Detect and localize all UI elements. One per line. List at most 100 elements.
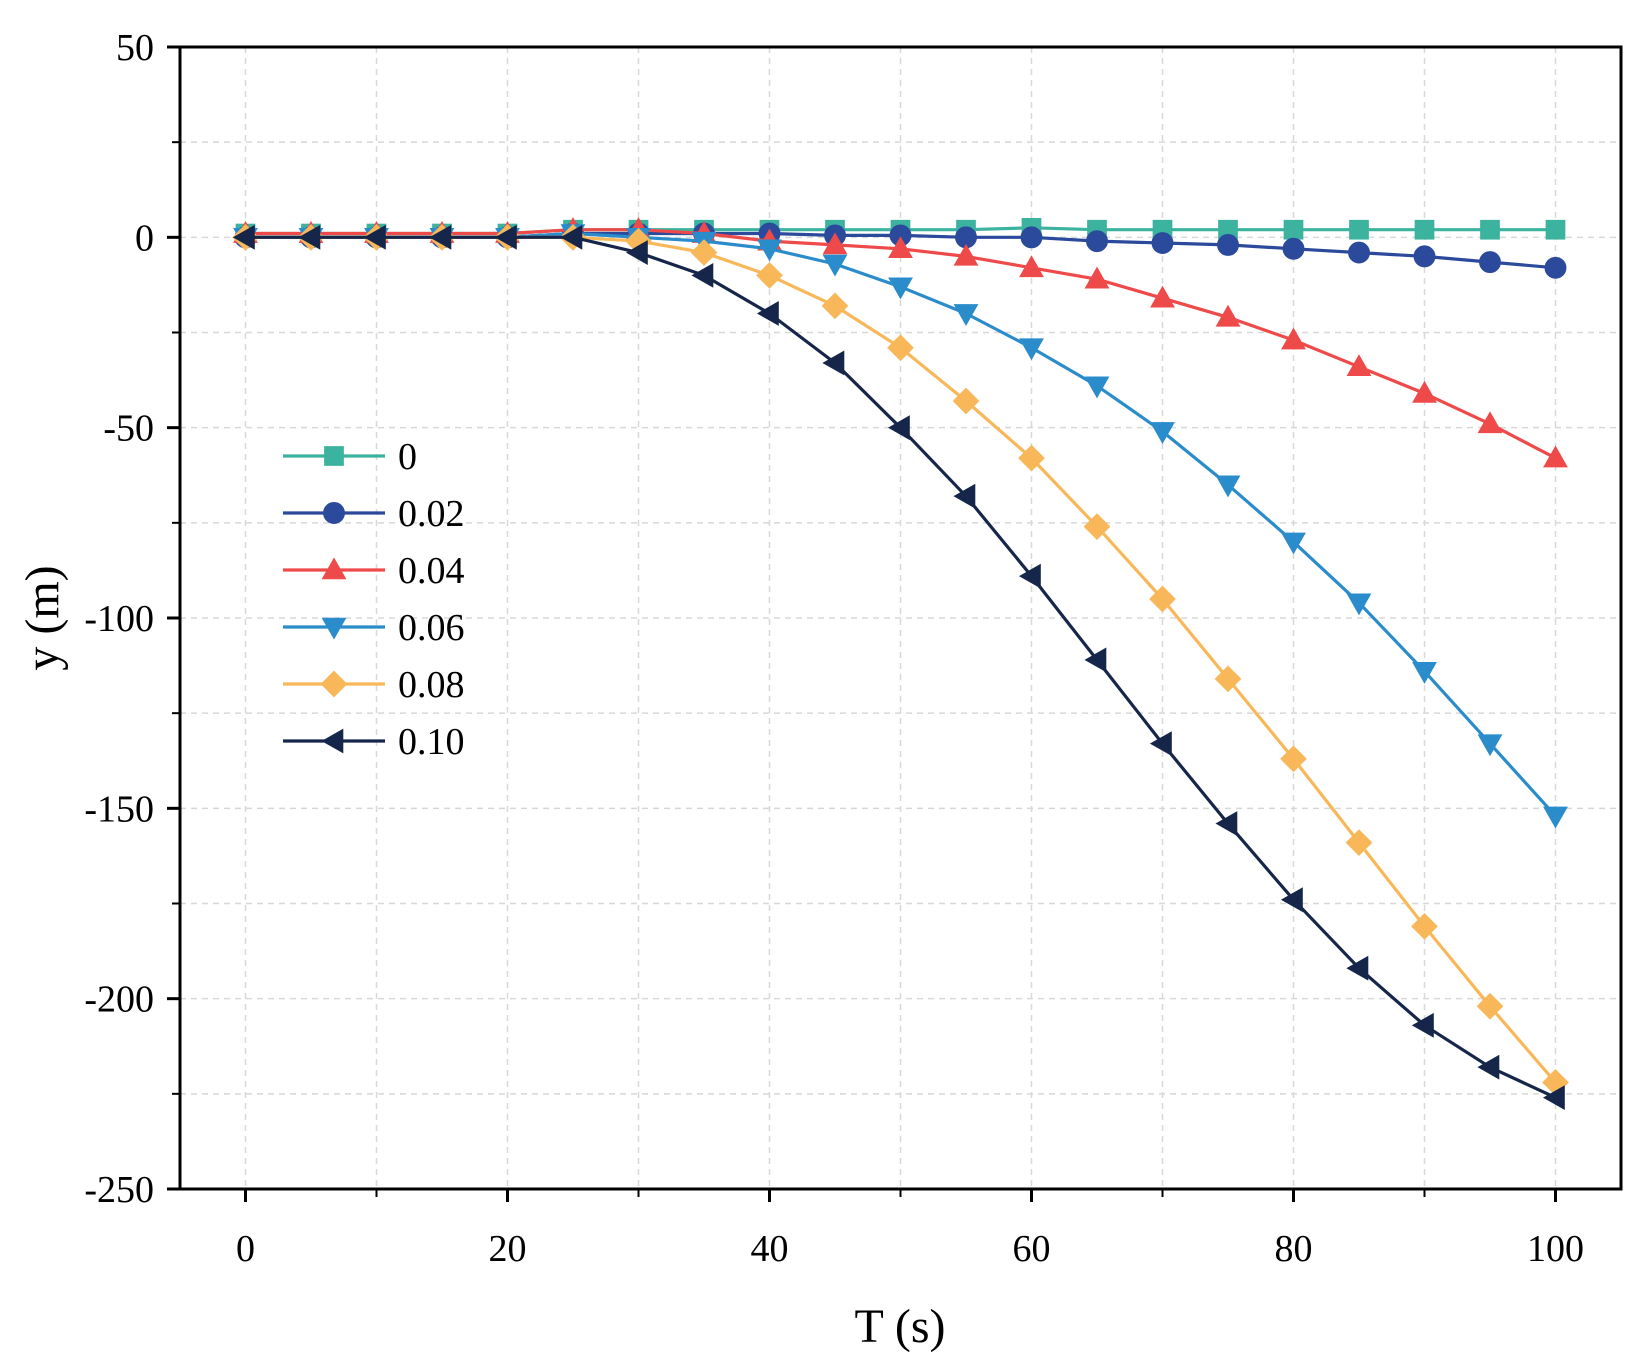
y-tick-labels: 50 0 -50 -100 -150 -200 -250 [84, 27, 154, 1211]
data-point [1544, 256, 1567, 279]
y-tick-label: -250 [84, 1169, 154, 1211]
x-tick-label: 60 [1013, 1228, 1051, 1270]
x-tick-label: 100 [1527, 1228, 1584, 1270]
data-point [1349, 219, 1369, 240]
data-point [1019, 255, 1044, 278]
data-point [1215, 811, 1238, 836]
data-point [1345, 829, 1373, 856]
x-tick-label: 0 [236, 1228, 255, 1270]
data-point [1477, 411, 1503, 434]
data-point [1019, 338, 1044, 361]
data-point [1084, 376, 1110, 399]
data-point [888, 277, 913, 300]
data-point [429, 224, 452, 250]
y-axis-title: y (m) [16, 565, 69, 670]
data-point [1346, 955, 1369, 981]
series-layer [232, 217, 1569, 1111]
data-point [321, 728, 344, 754]
data-point [232, 224, 255, 250]
data-point [1084, 647, 1107, 673]
data-point [1280, 745, 1307, 773]
legend-item: 0 [283, 436, 417, 478]
data-point [1413, 245, 1436, 268]
data-point [1281, 327, 1306, 350]
data-point [1414, 219, 1435, 240]
data-point [887, 415, 910, 441]
legend-item: 0.04 [283, 550, 465, 592]
data-point [1084, 266, 1110, 289]
x-tick-label: 80 [1275, 1228, 1313, 1270]
data-point [1150, 285, 1175, 308]
data-point [1545, 219, 1566, 240]
data-point [757, 239, 782, 262]
legend-item: 0.06 [283, 607, 465, 649]
grid [180, 46, 1621, 1190]
data-point [625, 240, 648, 265]
data-point [1217, 233, 1239, 256]
data-point [953, 483, 976, 509]
data-point [494, 224, 517, 250]
data-point [1020, 226, 1043, 249]
data-point [1477, 734, 1503, 757]
data-point [1215, 475, 1241, 498]
data-point [953, 243, 979, 266]
data-point [1346, 354, 1372, 377]
legend-label: 0.10 [398, 721, 465, 763]
legend-label: 0.04 [398, 550, 465, 592]
data-point [324, 446, 344, 466]
data-point [1476, 992, 1504, 1020]
data-point [321, 617, 347, 640]
legend-label: 0 [398, 436, 417, 478]
data-point [822, 254, 848, 277]
legend-item: 0.08 [283, 664, 465, 706]
x-tick-labels: 0 20 40 60 80 100 [236, 1228, 1584, 1270]
data-point [1543, 445, 1568, 468]
data-point [1283, 219, 1304, 240]
data-point [1412, 661, 1437, 684]
data-point [1282, 237, 1305, 260]
data-point [953, 304, 979, 327]
data-point [1543, 806, 1568, 829]
y-tick-label: -100 [84, 598, 154, 640]
y-tick-label: -150 [84, 788, 154, 830]
data-point [1214, 665, 1242, 693]
data-point [1412, 380, 1437, 403]
data-point [1479, 251, 1501, 274]
data-point [1480, 219, 1500, 240]
data-point [1542, 1085, 1565, 1111]
data-point [560, 224, 583, 250]
data-point [363, 224, 386, 250]
data-point [887, 334, 914, 362]
data-point [822, 350, 845, 376]
legend-label: 0.08 [398, 664, 465, 706]
data-point [1411, 912, 1438, 940]
data-point [323, 502, 345, 524]
data-point [1083, 513, 1111, 540]
data-point [952, 387, 980, 415]
ticks [167, 45, 1557, 1202]
data-point [1348, 241, 1370, 264]
data-point [1086, 230, 1108, 253]
legend-item: 0.10 [283, 721, 465, 763]
y-tick-label: 0 [135, 217, 154, 259]
x-tick-label: 40 [751, 1228, 789, 1270]
data-point [821, 292, 849, 320]
data-point [321, 557, 347, 580]
y-tick-label: -200 [84, 979, 154, 1021]
data-point [1346, 593, 1372, 616]
data-point [756, 262, 783, 289]
y-tick-label: 50 [116, 27, 154, 69]
data-point [888, 236, 913, 259]
y-tick-label: -50 [103, 408, 154, 450]
data-point [690, 239, 718, 266]
data-point [1149, 731, 1172, 757]
data-point [756, 301, 779, 326]
data-point [1151, 232, 1174, 254]
data-point [1215, 304, 1241, 327]
data-point [1477, 1054, 1500, 1080]
data-point [1280, 887, 1303, 913]
series-0.10 [232, 224, 1565, 1111]
data-point [320, 670, 348, 698]
legend-label: 0.06 [398, 607, 465, 649]
